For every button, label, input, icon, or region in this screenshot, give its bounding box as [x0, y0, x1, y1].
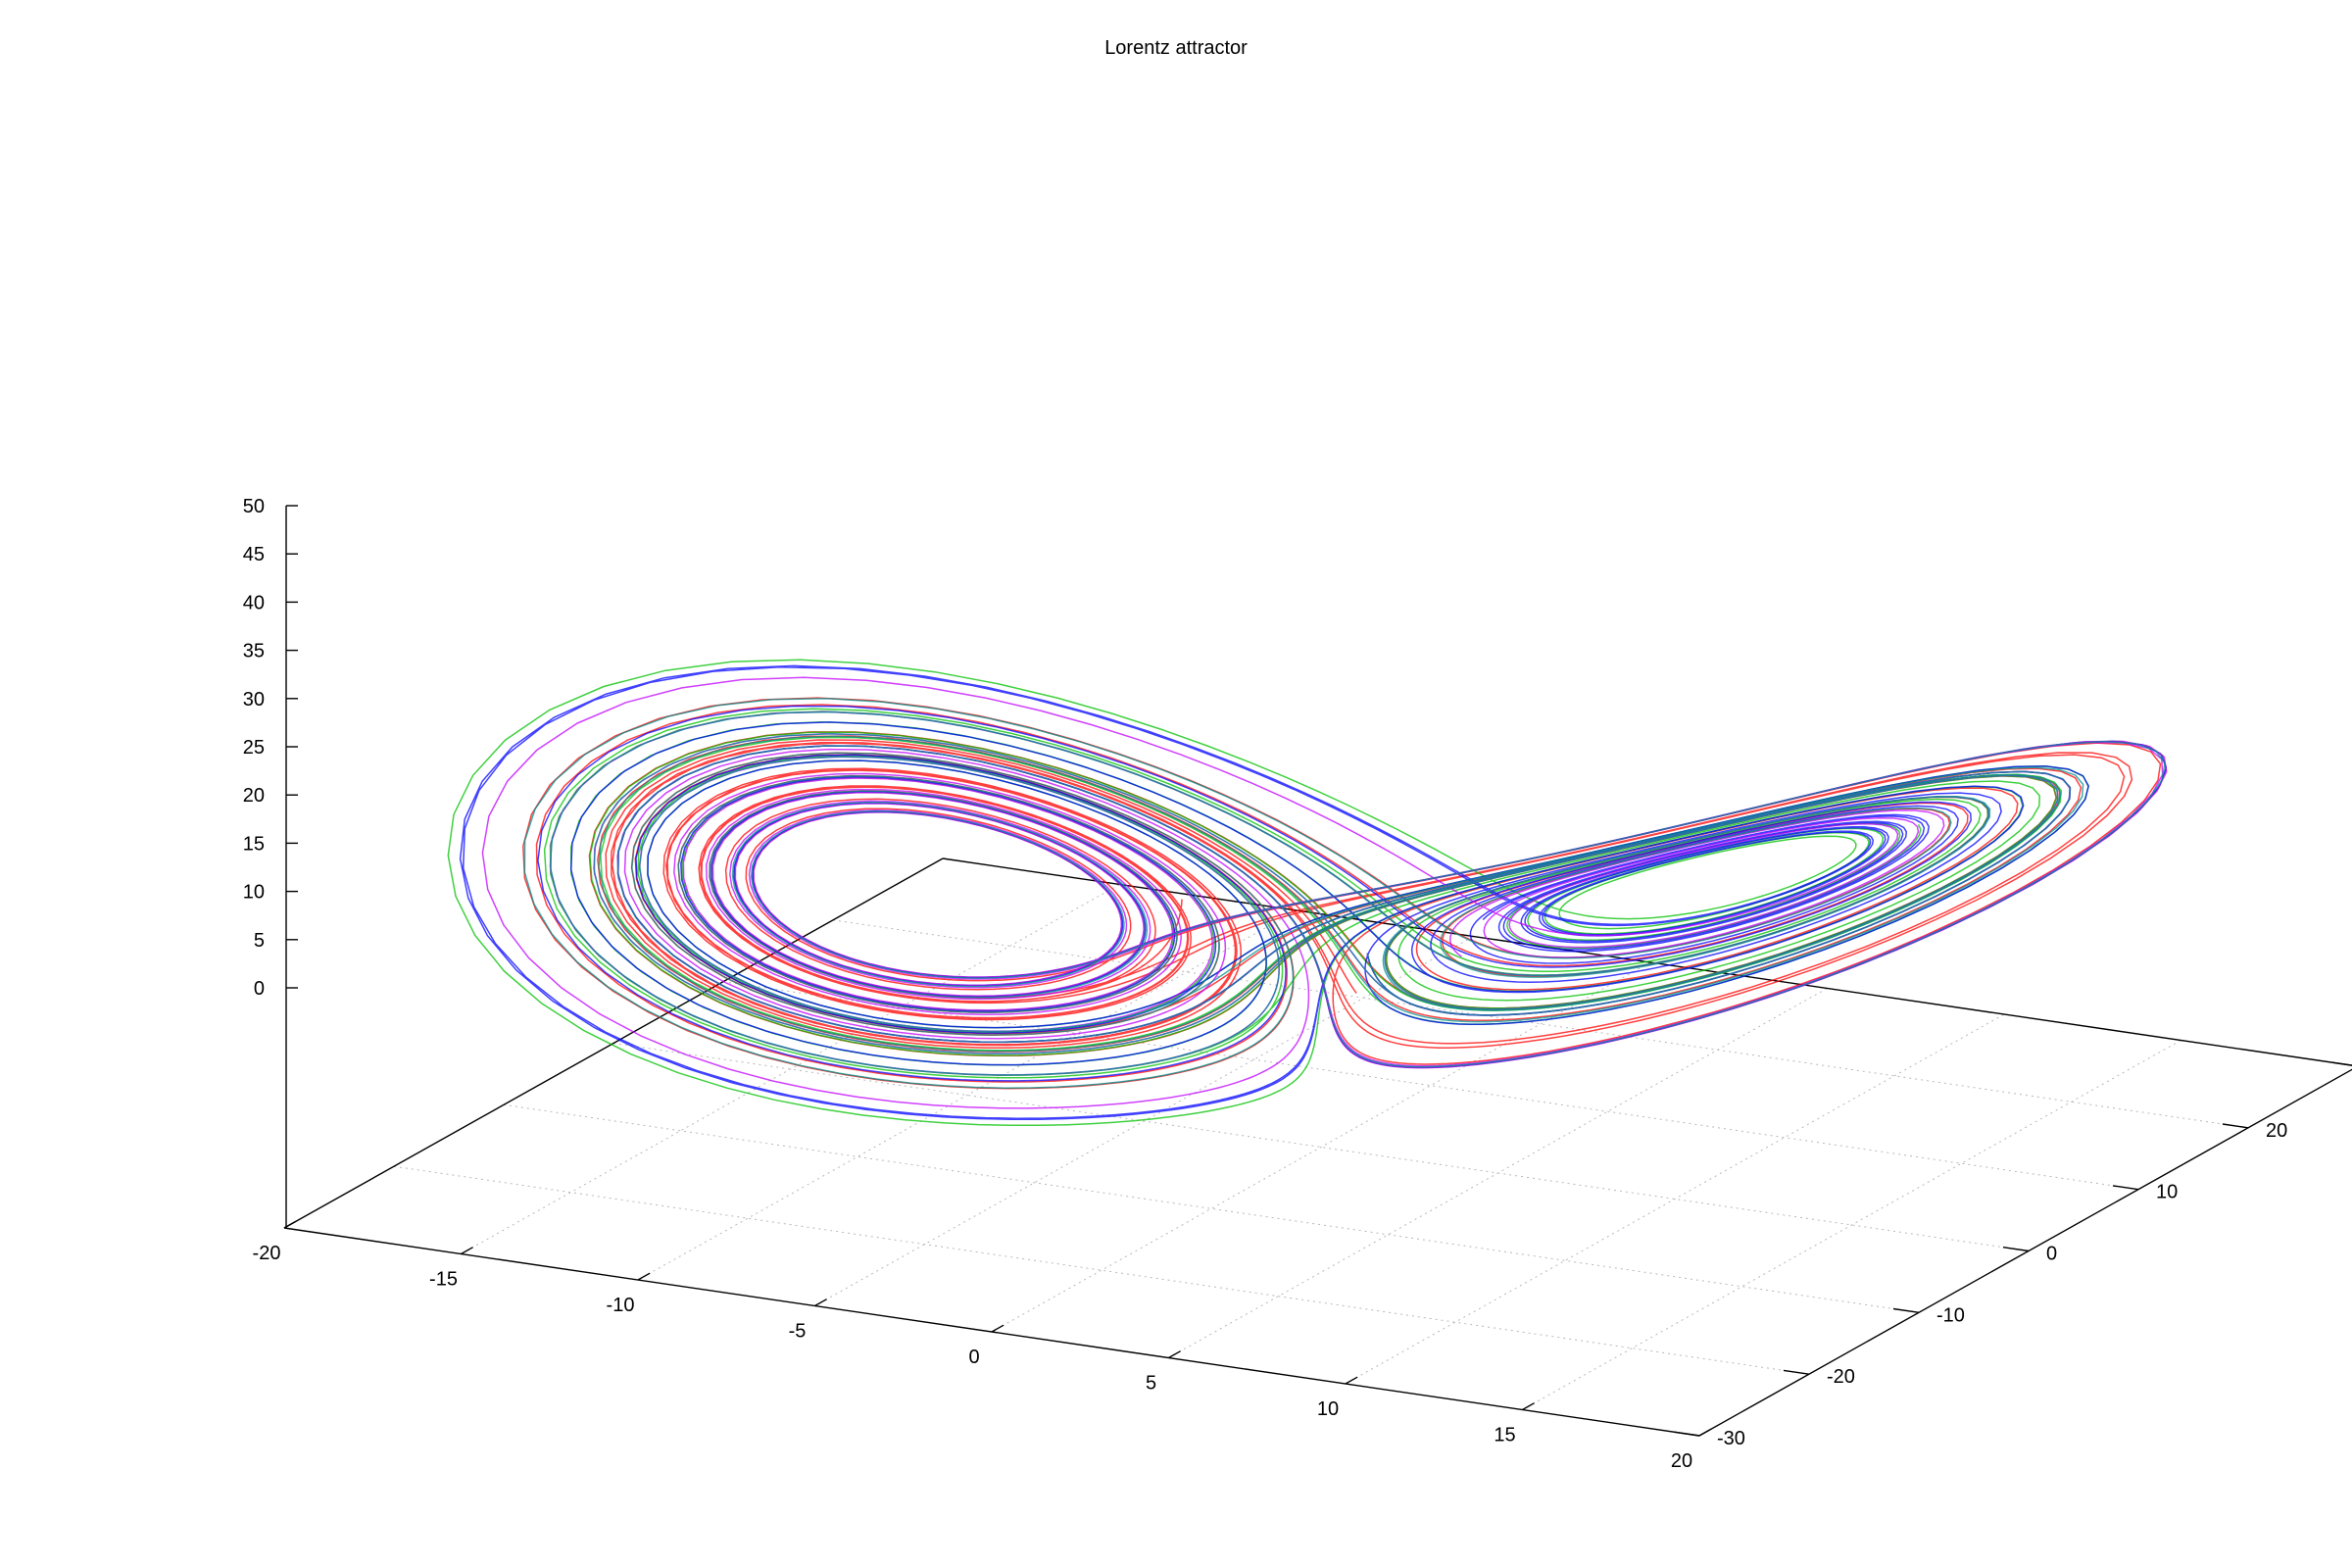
grid-line-y	[503, 1103, 1920, 1313]
x-tick-label: -10	[607, 1295, 635, 1316]
trajectory-4	[481, 676, 2168, 1109]
chart-title: Lorentz attractor	[1104, 37, 1248, 59]
z-tick-label: 10	[243, 882, 265, 904]
grid-line-x	[1522, 1040, 2181, 1410]
x-tick-label: 20	[1671, 1450, 1692, 1472]
z-tick-label: 15	[243, 833, 265, 855]
y-tick-label: 10	[2156, 1182, 2178, 1203]
floor-back-edge	[942, 858, 2352, 1066]
trajectories	[447, 659, 2168, 1127]
z-tick-label: 40	[243, 592, 265, 613]
y-tick-label: -30	[1717, 1428, 1745, 1449]
y-tick-label: 0	[2046, 1244, 2057, 1265]
y-tick	[2331, 1061, 2352, 1066]
z-tick-label: 45	[243, 544, 265, 565]
y-tick	[1673, 1431, 1700, 1437]
z-tick-label: 35	[243, 641, 265, 662]
x-tick	[283, 1220, 297, 1229]
x-tick-label: -15	[429, 1269, 458, 1291]
y-tick	[1783, 1369, 1810, 1375]
floor-left-edge	[283, 858, 944, 1229]
y-tick-label: 20	[2266, 1120, 2287, 1142]
x-tick	[1168, 1350, 1181, 1359]
x-tick	[1345, 1376, 1358, 1385]
x-tick	[814, 1298, 827, 1307]
x-tick-label: -20	[253, 1243, 281, 1264]
x-tick	[1698, 1428, 1712, 1437]
x-tick-label: 5	[1146, 1373, 1156, 1395]
z-tick-label: 50	[243, 496, 265, 517]
x-tick-label: 10	[1317, 1398, 1339, 1420]
z-tick-label: 0	[254, 978, 265, 1000]
y-tick	[1892, 1307, 1920, 1313]
x-tick	[991, 1324, 1004, 1333]
z-tick-label: 5	[254, 930, 265, 952]
z-tick-label: 25	[243, 737, 265, 759]
trajectory-1	[522, 697, 2162, 1090]
y-tick	[2222, 1123, 2249, 1129]
grid-line-x	[1345, 1013, 2005, 1385]
x-tick-label: 0	[968, 1347, 979, 1368]
grid-line-y	[393, 1165, 1810, 1375]
x-tick-label: 15	[1494, 1425, 1515, 1446]
y-tick	[2002, 1247, 2030, 1252]
grid-line-x	[461, 884, 1120, 1254]
x-tick	[1522, 1402, 1535, 1411]
z-tick-label: 20	[243, 785, 265, 807]
y-tick-label: -10	[1936, 1304, 1965, 1326]
trajectory-5	[523, 698, 2166, 1089]
z-tick-label: 30	[243, 689, 265, 710]
x-tick-label: -5	[789, 1321, 807, 1343]
y-tick-label: -20	[1827, 1366, 1855, 1388]
grid-line-x	[991, 961, 1651, 1333]
x-tick	[637, 1272, 651, 1281]
grid-line-x	[637, 909, 1298, 1281]
x-tick	[461, 1247, 473, 1255]
axes: -20 -15 -10 -5 0 5 10 15 20 -30 -20 -10 0 10 20 30 0 5 10 1…	[243, 496, 2352, 1472]
y-tick	[2112, 1185, 2139, 1191]
